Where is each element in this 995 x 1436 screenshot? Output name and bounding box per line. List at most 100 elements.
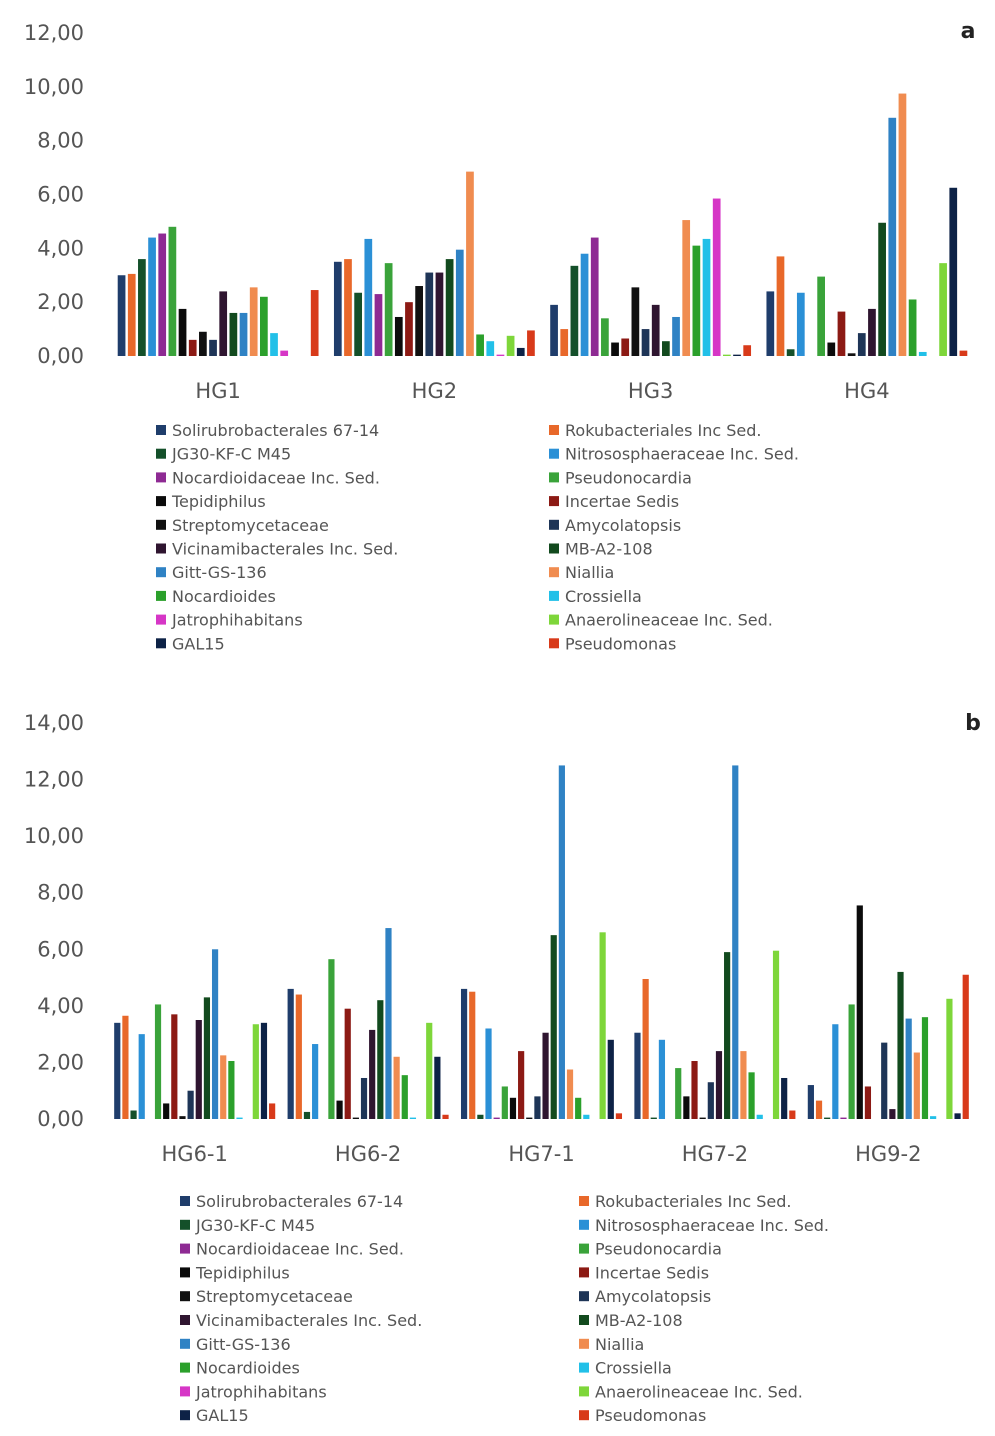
y-tick-label: 6,00 xyxy=(37,937,84,961)
bar-gal15-hg6-2 xyxy=(434,1056,441,1119)
legend-swatch-anaerolineaceae-inc-sed xyxy=(579,1386,589,1397)
bar-vicinamibacterales-inc-sed-hg3 xyxy=(651,304,660,356)
legend-swatch-gitt-gs-136 xyxy=(156,567,166,578)
bar-gal15-hg2 xyxy=(516,347,525,356)
bar-tepidiphilus-hg7-1 xyxy=(509,1097,517,1119)
legend-label-nocardioidaceae-inc-sed: Nocardioidaceae Inc. Sed. xyxy=(196,1240,404,1259)
bar-jatrophihabitans-hg2 xyxy=(496,354,505,356)
legend-swatch-solirubrobacterales-67-14 xyxy=(180,1196,190,1206)
chart-panel-a: 0,00 2,00 4,00 6,00 8,00 10,00 12,00 a HG1 HG2 HG3… xyxy=(24,19,976,403)
bar-gal15-hg3 xyxy=(733,354,741,356)
legend-swatch-tepidiphilus xyxy=(156,496,166,507)
legend-label-gal15: GAL15 xyxy=(196,1406,249,1425)
bar-gal15-hg7-1 xyxy=(607,1039,614,1119)
bar-nocardioidaceae-inc-sed-hg1 xyxy=(158,233,167,356)
panel-label: a xyxy=(961,19,976,44)
legend-swatch-nitrososphaeraceae-inc-sed xyxy=(579,1219,589,1230)
bar-crossiella-hg7-1 xyxy=(583,1114,590,1119)
legend-label-crossiella: Crossiella xyxy=(565,587,642,606)
legend-label-jatrophihabitans: Jatrophihabitans xyxy=(195,1382,327,1401)
legend-label-gal15: GAL15 xyxy=(172,634,225,653)
chart-panel-b: 0,00 2,00 4,00 6,00 8,00 10,00 12,00 14,00 b HG6-… xyxy=(24,711,981,1166)
y-tick-label: 4,00 xyxy=(37,236,84,260)
bar-pseudonocardia-hg1 xyxy=(168,226,177,356)
bar-vicinamibacterales-inc-sed-hg2 xyxy=(435,272,444,356)
bar-pseudomonas-hg7-1 xyxy=(615,1113,623,1119)
bar-rokubacteriales-inc-sed-hg3 xyxy=(560,329,569,356)
bar-pseudonocardia-hg6-2 xyxy=(328,959,335,1119)
bar-solirubrobacterales-67-14-hg6-1 xyxy=(114,1022,121,1119)
bar-vicinamibacterales-inc-sed-hg9-2 xyxy=(889,1109,896,1119)
legend-label-vicinamibacterales-inc-sed: Vicinamibacterales Inc. Sed. xyxy=(196,1311,422,1330)
bar-nocardioides-hg7-2 xyxy=(748,1072,755,1119)
bar-nocardioides-hg9-2 xyxy=(921,1017,929,1119)
bar-jg30-kf-c-m45-hg7-2 xyxy=(650,1117,657,1119)
bar-solirubrobacterales-67-14-hg3 xyxy=(550,304,558,356)
bar-pseudomonas-hg3 xyxy=(743,345,752,356)
bar-nitrososphaeraceae-inc-sed-hg1 xyxy=(148,237,156,356)
bar-pseudomonas-hg9-2 xyxy=(962,974,969,1119)
bar-pseudonocardia-hg7-1 xyxy=(501,1086,508,1119)
legend-label-jg30-kf-c-m45: JG30-KF-C M45 xyxy=(195,1216,315,1235)
legend-swatch-jatrophihabitans xyxy=(180,1386,190,1397)
bar-pseudonocardia-hg3 xyxy=(601,318,609,356)
bar-crossiella-hg1 xyxy=(270,333,278,356)
bar-anaerolineaceae-inc-sed-hg6-2 xyxy=(426,1022,433,1119)
y-tick-label: 10,00 xyxy=(24,824,84,848)
bar-rokubacteriales-inc-sed-hg7-1 xyxy=(469,991,476,1119)
bar-jg30-kf-c-m45-hg9-2 xyxy=(824,1117,831,1119)
bar-rokubacteriales-inc-sed-hg6-2 xyxy=(295,994,302,1119)
bar-streptomycetaceae-hg6-2 xyxy=(352,1117,359,1119)
y-tick-label: 2,00 xyxy=(37,290,84,314)
legend-label-tepidiphilus: Tepidiphilus xyxy=(171,492,266,511)
legend-swatch-crossiella xyxy=(579,1362,589,1373)
bar-niallia-hg3 xyxy=(682,220,691,356)
legend-label-amycolatopsis: Amycolatopsis xyxy=(595,1287,711,1306)
legend-label-pseudomonas: Pseudomonas xyxy=(595,1406,706,1425)
bar-jg30-kf-c-m45-hg1 xyxy=(138,259,146,356)
bar-nitrososphaeraceae-inc-sed-hg7-1 xyxy=(485,1028,492,1119)
legend-label-nocardioides: Nocardioides xyxy=(196,1359,300,1378)
legend-label-solirubrobacterales-67-14: Solirubrobacterales 67-14 xyxy=(196,1192,403,1211)
legend-label-pseudonocardia: Pseudonocardia xyxy=(595,1240,722,1259)
legend-swatch-nocardioides xyxy=(180,1362,190,1373)
legend-label-nocardioidaceae-inc-sed: Nocardioidaceae Inc. Sed. xyxy=(172,468,380,487)
legend-swatch-gal15 xyxy=(180,1410,190,1421)
bar-mb-a2-108-hg6-1 xyxy=(203,997,211,1119)
bar-vicinamibacterales-inc-sed-hg1 xyxy=(219,291,228,356)
y-tick-label: 0,00 xyxy=(37,344,84,368)
panel-label: b xyxy=(965,711,981,736)
legend-panel-b: Solirubrobacterales 67-14 JG30-KF-C M45 No… xyxy=(180,1192,829,1425)
bar-nitrososphaeraceae-inc-sed-hg9-2 xyxy=(832,1024,839,1119)
bar-solirubrobacterales-67-14-hg2 xyxy=(333,261,342,356)
legend-swatch-pseudonocardia xyxy=(579,1243,589,1254)
legend-label-nitrososphaeraceae-inc-sed: Nitrososphaeraceae Inc. Sed. xyxy=(595,1216,829,1235)
bar-gitt-gs-136-hg9-2 xyxy=(905,1018,912,1119)
bar-solirubrobacterales-67-14-hg7-2 xyxy=(634,1032,641,1119)
bar-niallia-hg6-1 xyxy=(220,1055,227,1119)
bar-mb-a2-108-hg7-2 xyxy=(724,952,731,1119)
bar-vicinamibacterales-inc-sed-hg7-2 xyxy=(715,1051,723,1119)
legend-label-gitt-gs-136: Gitt-GS-136 xyxy=(196,1335,291,1354)
bar-nocardioidaceae-inc-sed-hg9-2 xyxy=(840,1117,847,1119)
legend-swatch-amycolatopsis xyxy=(549,519,559,530)
bar-jg30-kf-c-m45-hg6-2 xyxy=(303,1111,311,1119)
bar-pseudomonas-hg2 xyxy=(527,330,535,356)
bar-incertae-sedis-hg7-1 xyxy=(518,1051,525,1119)
bar-amycolatopsis-hg9-2 xyxy=(881,1042,888,1119)
legend-label-mb-a2-108: MB-A2-108 xyxy=(565,540,653,559)
bar-nitrososphaeraceae-inc-sed-hg6-1 xyxy=(138,1034,145,1119)
bar-anaerolineaceae-inc-sed-hg7-2 xyxy=(772,950,780,1119)
bar-solirubrobacterales-67-14-hg6-2 xyxy=(287,988,294,1119)
bar-jg30-kf-c-m45-hg7-1 xyxy=(477,1114,484,1119)
bar-pseudonocardia-hg6-1 xyxy=(154,1004,162,1119)
bar-streptomycetaceae-hg7-1 xyxy=(526,1117,533,1119)
bar-pseudomonas-hg4 xyxy=(959,350,968,356)
category-label-hg6-1: HG6-1 xyxy=(162,1142,228,1166)
bar-amycolatopsis-hg7-1 xyxy=(534,1096,541,1119)
bar-tepidiphilus-hg6-1 xyxy=(163,1103,170,1119)
bar-gitt-gs-136-hg7-1 xyxy=(558,765,565,1119)
bar-anaerolineaceae-inc-sed-hg6-1 xyxy=(252,1024,259,1119)
bar-nocardioidaceae-inc-sed-hg2 xyxy=(374,294,383,356)
